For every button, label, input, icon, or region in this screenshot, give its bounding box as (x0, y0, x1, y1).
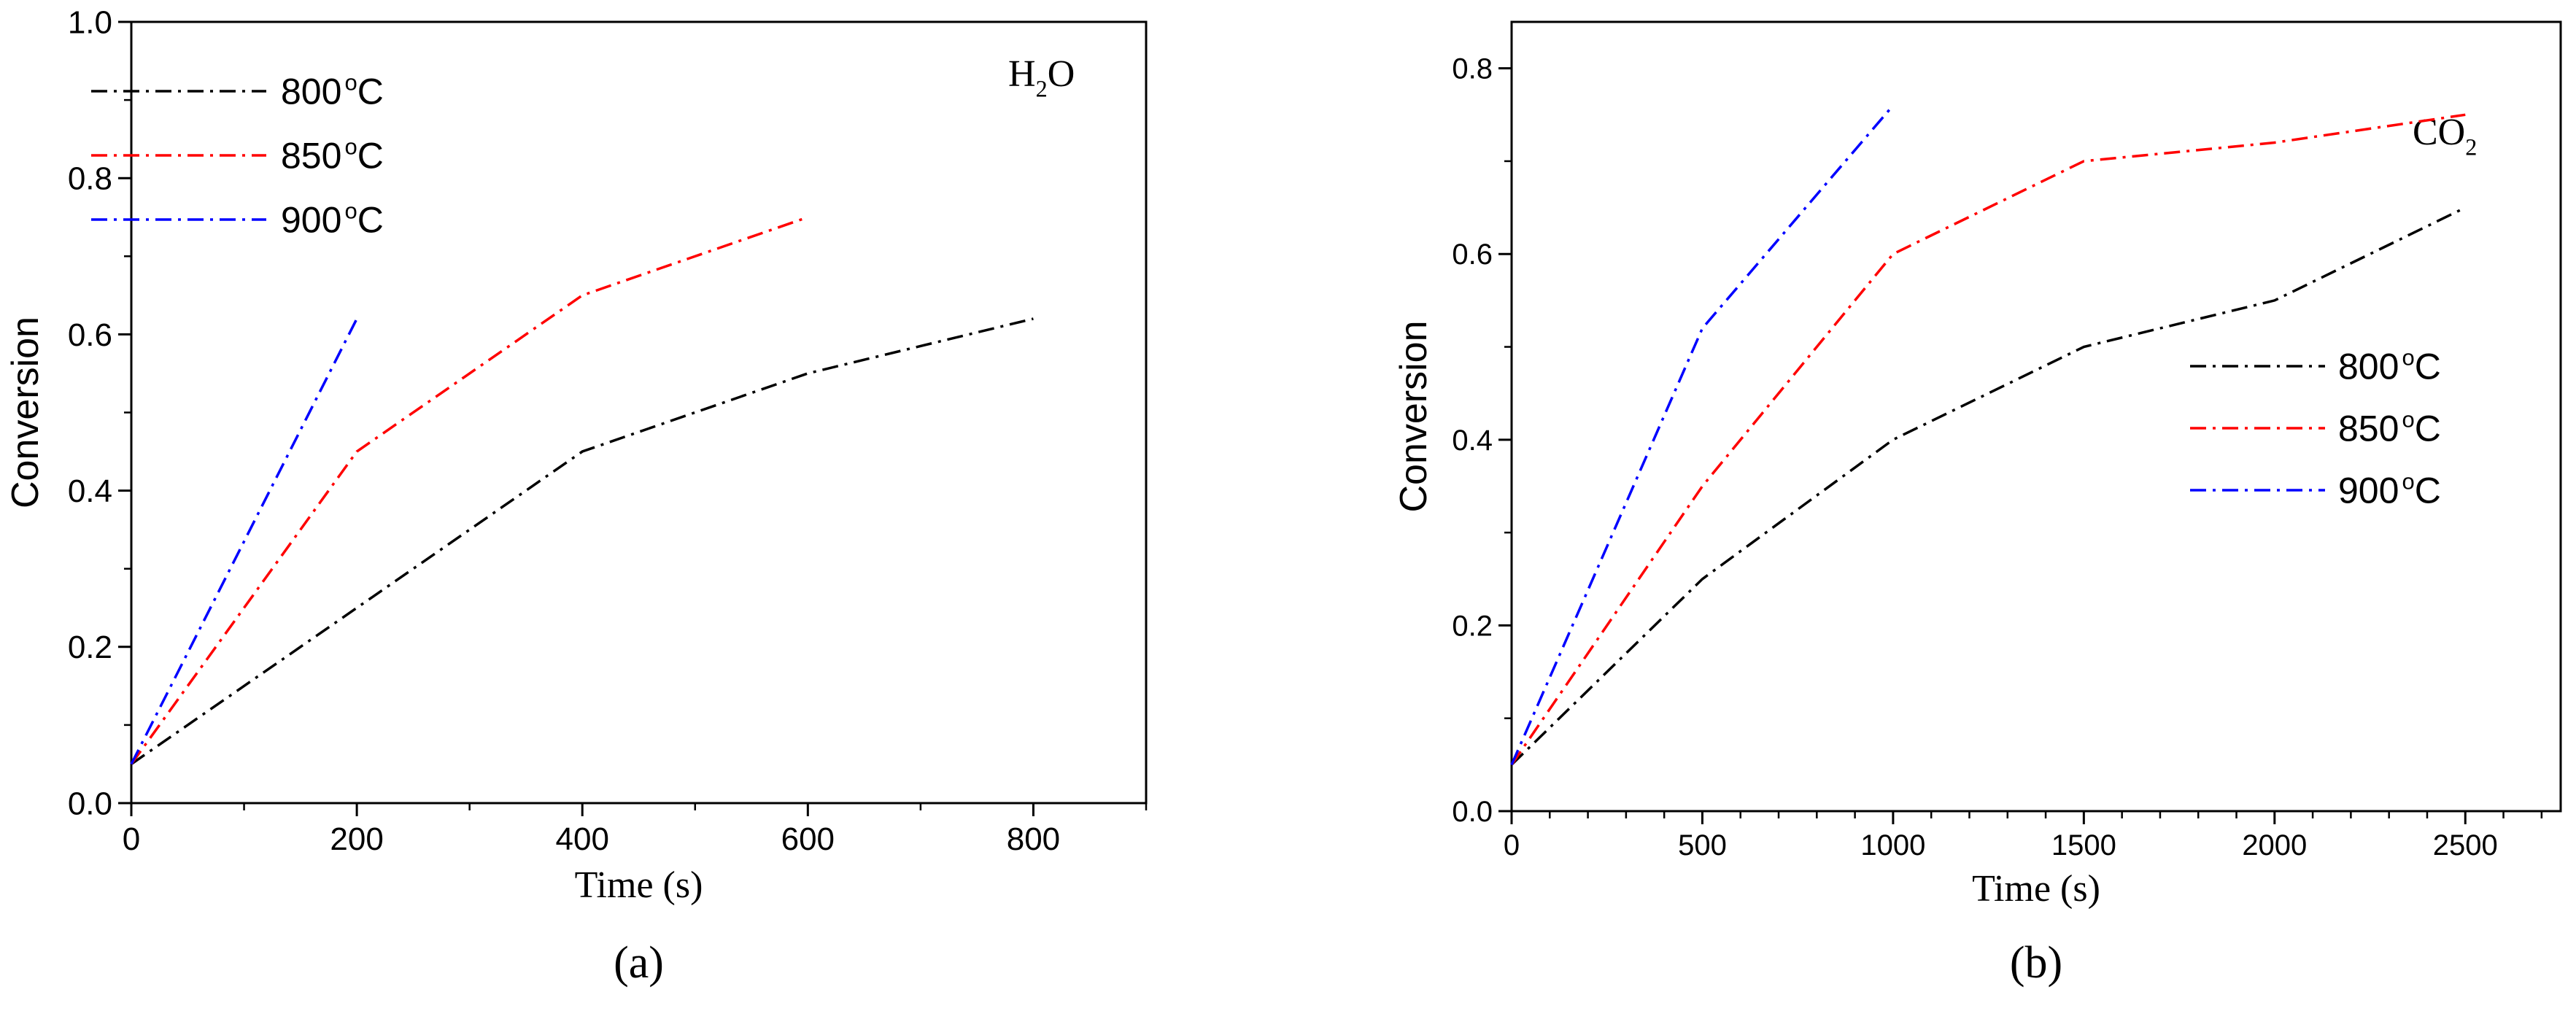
series-line-800 (1510, 206, 2467, 766)
species-annotation: CO2 (2413, 112, 2477, 160)
legend-label-900: 900 oC (2338, 469, 2441, 511)
legend-temp: 800 (2338, 346, 2399, 387)
series-line-900 (1510, 104, 1895, 766)
annotation-rest: O (1048, 53, 1075, 95)
annotation-subscript: 2 (2465, 134, 2477, 160)
legend-temp: 900 (2338, 470, 2399, 511)
series-line-900 (130, 318, 358, 765)
panel-label: (a) (614, 938, 664, 988)
x-tick-label: 600 (781, 821, 835, 857)
y-tick-label: 0.2 (68, 630, 112, 665)
series-line-850 (1510, 113, 2466, 766)
legend-degree-sup: o (344, 70, 357, 96)
x-tick-label: 2000 (2242, 829, 2307, 861)
y-axis-label: Conversion (4, 317, 47, 508)
x-tick-label: 400 (556, 821, 609, 857)
x-tick-label: 1000 (1860, 829, 1925, 861)
x-tick-label: 1500 (2051, 829, 2116, 861)
x-tick-label: 200 (330, 821, 383, 857)
y-tick-label: 0.2 (1452, 610, 1493, 642)
legend-degree-sup: o (2402, 469, 2414, 495)
legend-degree-sup: o (2402, 407, 2414, 433)
species-annotation: H2O (1008, 53, 1075, 102)
legend-temp: 800 (281, 71, 341, 112)
x-tick-label: 2500 (2433, 829, 2498, 861)
legend-unit: C (357, 136, 384, 177)
y-axis-label: Conversion (1393, 320, 1435, 512)
legend-unit: C (2415, 470, 2441, 511)
series-line-850 (130, 216, 808, 765)
y-tick-label: 0.8 (1452, 53, 1493, 85)
legend-temp: 900 (281, 200, 341, 241)
legend-label-800: 800 oC (2338, 345, 2441, 387)
y-tick-label: 0.0 (68, 786, 112, 821)
y-tick-label: 0.0 (1452, 796, 1493, 828)
legend-unit: C (357, 200, 384, 241)
legend-degree-sup: o (344, 134, 357, 160)
legend-label-800: 800 oC (281, 70, 384, 112)
x-axis-label: Time (s) (575, 864, 703, 906)
y-tick-label: 1.0 (68, 4, 112, 40)
plot-frame (1510, 20, 2562, 813)
y-tick-label: 0.4 (68, 473, 112, 509)
x-tick-label: 0 (1504, 829, 1520, 861)
legend-temp: 850 (281, 136, 341, 177)
legend-unit: C (2415, 408, 2441, 449)
x-tick-label: 0 (123, 821, 140, 857)
y-tick-label: 0.4 (1452, 425, 1493, 457)
chart-panel-b: 0 500 1000 1500 2000 2500 0.0 0.2 0.4 0.6 0.8 Time … (1393, 20, 2562, 988)
annotation-base: CO (2413, 112, 2465, 153)
annotation-base: H (1008, 53, 1036, 95)
y-tick-label: 0.8 (68, 161, 112, 197)
chart-panel-a: 0 200 400 600 800 0.0 0.2 0.4 0.6 0.8 1.0 Time (s) C… (4, 4, 1148, 988)
y-tick-label: 0.6 (68, 317, 112, 353)
panel-label: (b) (2010, 938, 2062, 988)
legend-degree-sup: o (344, 198, 357, 224)
x-axis-label: Time (s) (1972, 868, 2100, 910)
legend-degree-sup: o (2402, 345, 2414, 371)
legend-unit: C (2415, 346, 2441, 387)
legend-label-850: 850 oC (2338, 407, 2441, 449)
x-tick-label: 800 (1007, 821, 1060, 857)
legend-unit: C (357, 71, 384, 112)
y-tick-label: 0.6 (1452, 239, 1493, 271)
legend-label-900: 900 oC (281, 198, 384, 241)
annotation-subscript: 2 (1036, 76, 1048, 102)
x-tick-label: 500 (1678, 829, 1727, 861)
legend-temp: 850 (2338, 408, 2399, 449)
series-line-800 (131, 317, 1034, 765)
legend-label-850: 850 oC (281, 134, 384, 177)
